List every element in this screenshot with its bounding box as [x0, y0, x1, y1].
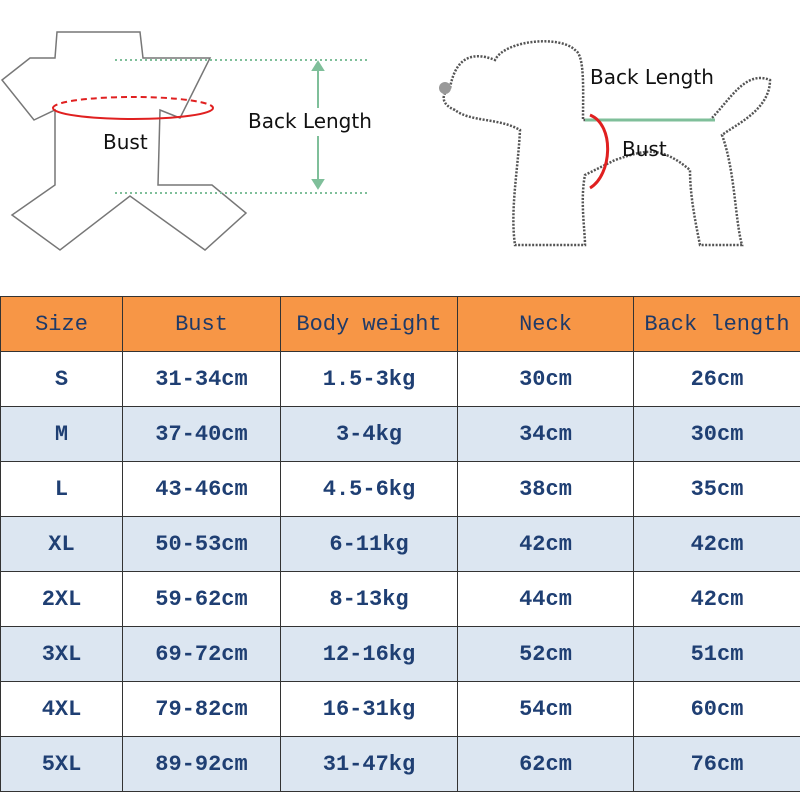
- table-cell: 50-53cm: [122, 516, 281, 572]
- dog-nose: [439, 82, 451, 94]
- table-cell: M: [0, 406, 123, 462]
- table-cell: 60cm: [633, 681, 800, 737]
- table-cell: 42cm: [633, 571, 800, 627]
- table-cell: 1.5-3kg: [280, 351, 458, 407]
- bust-ellipse: [52, 96, 214, 120]
- dog-outline: [442, 40, 772, 247]
- table-row: 4XL 79-82cm 16-31kg 54cm 60cm: [0, 681, 800, 737]
- table-cell: XL: [0, 516, 123, 572]
- dog-bust-loop: [589, 113, 610, 190]
- garment-outline: [0, 31, 248, 251]
- table-cell: L: [0, 461, 123, 517]
- table-cell: 31-34cm: [122, 351, 281, 407]
- table-cell: 43-46cm: [122, 461, 281, 517]
- table-cell: 12-16kg: [280, 626, 458, 682]
- column-header: Bust: [122, 296, 281, 352]
- table-cell: 42cm: [457, 516, 634, 572]
- table-cell: 51cm: [633, 626, 800, 682]
- table-cell: 59-62cm: [122, 571, 281, 627]
- table-cell: 34cm: [457, 406, 634, 462]
- size-chart-table: Size Bust Body weight Neck Back length S 31-3…: [0, 296, 800, 792]
- table-cell: 54cm: [457, 681, 634, 737]
- table-cell: 2XL: [0, 571, 123, 627]
- table-cell: S: [0, 351, 123, 407]
- table-cell: 8-13kg: [280, 571, 458, 627]
- table-row: XL 50-53cm 6-11kg 42cm 42cm: [0, 516, 800, 572]
- column-header: Back length: [633, 296, 800, 352]
- table-cell: 76cm: [633, 736, 800, 792]
- table-cell: 31-47kg: [280, 736, 458, 792]
- table-cell: 42cm: [633, 516, 800, 572]
- table-row: 5XL 89-92cm 31-47kg 62cm 76cm: [0, 736, 800, 792]
- dog-back-length-label: Back Length: [590, 65, 714, 89]
- table-cell: 79-82cm: [122, 681, 281, 737]
- table-cell: 4XL: [0, 681, 123, 737]
- table-cell: 6-11kg: [280, 516, 458, 572]
- table-cell: 37-40cm: [122, 406, 281, 462]
- back-length-guides: [115, 59, 370, 194]
- table-cell: 38cm: [457, 461, 634, 517]
- table-cell: 69-72cm: [122, 626, 281, 682]
- table-cell: 4.5-6kg: [280, 461, 458, 517]
- column-header: Body weight: [280, 296, 458, 352]
- table-row: 3XL 69-72cm 12-16kg 52cm 51cm: [0, 626, 800, 682]
- table-header-row: Size Bust Body weight Neck Back length: [0, 296, 800, 352]
- table-row: 2XL 59-62cm 8-13kg 44cm 42cm: [0, 571, 800, 627]
- table-cell: 30cm: [457, 351, 634, 407]
- table-cell: 89-92cm: [122, 736, 281, 792]
- garment-back-length-label: Back Length: [248, 109, 372, 133]
- table-cell: 26cm: [633, 351, 800, 407]
- table-cell: 35cm: [633, 461, 800, 517]
- column-header: Size: [0, 296, 123, 352]
- table-cell: 44cm: [457, 571, 634, 627]
- table-cell: 52cm: [457, 626, 634, 682]
- table-cell: 62cm: [457, 736, 634, 792]
- table-cell: 5XL: [0, 736, 123, 792]
- measurement-illustration: [0, 31, 772, 251]
- table-row: S 31-34cm 1.5-3kg 30cm 26cm: [0, 351, 800, 407]
- table-row: L 43-46cm 4.5-6kg 38cm 35cm: [0, 461, 800, 517]
- table-row: M 37-40cm 3-4kg 34cm 30cm: [0, 406, 800, 462]
- column-header: Neck: [457, 296, 634, 352]
- garment-bust-label: Bust: [103, 130, 148, 154]
- table-cell: 16-31kg: [280, 681, 458, 737]
- dog-bust-label: Bust: [622, 137, 667, 161]
- table-cell: 30cm: [633, 406, 800, 462]
- table-cell: 3XL: [0, 626, 123, 682]
- table-cell: 3-4kg: [280, 406, 458, 462]
